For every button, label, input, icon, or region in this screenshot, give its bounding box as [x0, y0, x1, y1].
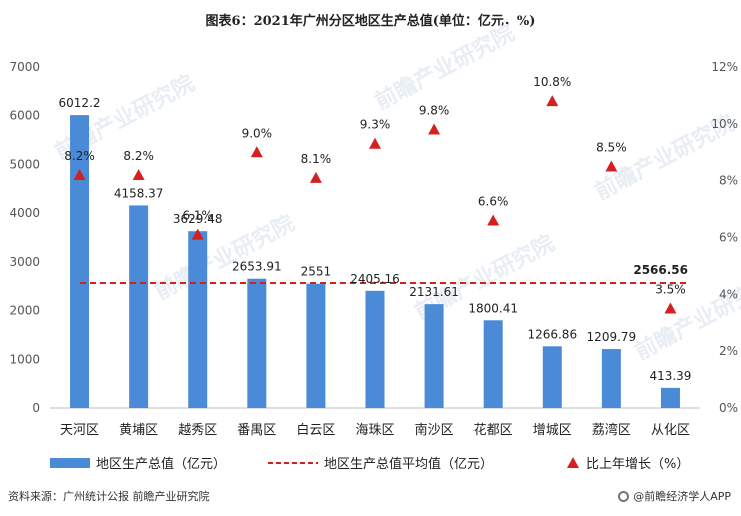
- bar-value-label: 2405.16: [350, 272, 400, 286]
- bar: [601, 349, 621, 408]
- legend-marker-swatch: [567, 457, 579, 468]
- source-note: 资料来源：广州统计公报 前瞻产业研究院: [8, 490, 210, 503]
- legend-bar-swatch: [50, 458, 90, 468]
- bar-value-label: 3629.48: [173, 212, 223, 226]
- growth-marker: [664, 302, 677, 314]
- growth-marker: [428, 123, 441, 135]
- axes: 0 1000 2000 3000 4000 5000 6000 7000 0% 2% 4% 6% 8% 1…: [9, 60, 738, 438]
- y-left-tick-label: 5000: [9, 157, 40, 171]
- growth-markers: [73, 95, 677, 314]
- growth-marker: [250, 146, 263, 158]
- chart-title: 图表6：2021年广州分区地区生产总值(单位：亿元，%): [205, 14, 536, 29]
- y-right-tick-label: 8%: [719, 174, 738, 188]
- y-left-tick-label: 1000: [9, 352, 40, 366]
- bar: [542, 346, 562, 408]
- bar-value-label: 1266.86: [527, 327, 577, 341]
- y-right-tick-label: 10%: [711, 117, 738, 131]
- y-right-tick-label: 6%: [719, 231, 738, 245]
- growth-value-label: 8.2%: [64, 149, 95, 163]
- legend: 地区生产总值（亿元） 地区生产总值平均值（亿元） 比上年增长（%）: [50, 456, 689, 472]
- bar: [247, 278, 267, 408]
- legend-marker-label: 比上年增长（%）: [586, 457, 689, 472]
- x-tick-label: 海珠区: [355, 423, 394, 438]
- legend-bar-label: 地区生产总值（亿元）: [96, 456, 226, 472]
- x-tick-label: 越秀区: [178, 423, 217, 438]
- legend-line-label: 地区生产总值平均值（亿元）: [324, 456, 493, 472]
- growth-value-label: 9.0%: [242, 126, 273, 140]
- y-right-tick-label: 4%: [719, 287, 738, 301]
- y-left-tick-label: 2000: [9, 304, 40, 318]
- bar: [188, 231, 208, 408]
- average-value-label: 2566.56: [633, 263, 688, 277]
- growth-marker: [132, 168, 145, 180]
- bar-value-label: 4158.37: [114, 186, 164, 200]
- growth-marker: [369, 137, 381, 149]
- growth-marker: [73, 168, 86, 180]
- brand-credit: @前瞻经济学人APP: [618, 488, 731, 504]
- growth-value-label: 6.1%: [182, 209, 213, 223]
- growth-marker: [191, 228, 204, 240]
- bar-value-label: 1800.41: [468, 301, 518, 315]
- y-right-tick-label: 12%: [711, 60, 738, 74]
- x-tick-label: 增城区: [533, 423, 572, 438]
- bar: [306, 283, 326, 408]
- bar: [365, 290, 385, 408]
- x-tick-label: 荔湾区: [592, 422, 631, 438]
- x-tick-label: 白云区: [296, 422, 335, 438]
- bar-value-label: 413.39: [649, 369, 691, 383]
- watermark-text: 前瞻产业研究院: [371, 20, 519, 115]
- bar-value-label: 1209.79: [587, 330, 637, 344]
- growth-marker: [487, 214, 500, 226]
- growth-value-label: 8.2%: [123, 149, 154, 163]
- data-labels: 6012.2 4158.37 3629.48 2653.91 2551 2405.16 21…: [59, 75, 692, 383]
- x-tick-label: 从化区: [651, 423, 690, 438]
- bar: [70, 115, 90, 409]
- y-right-tick-label: 0%: [719, 401, 738, 415]
- y-right-tick-label: 2%: [719, 344, 738, 358]
- bar: [129, 205, 149, 408]
- average-line: 2566.56: [80, 263, 690, 284]
- brand-label: @前瞻经济学人APP: [633, 490, 731, 503]
- bar: [483, 320, 503, 408]
- growth-value-label: 10.8%: [533, 75, 571, 89]
- bar-value-label: 6012.2: [59, 96, 101, 110]
- bar: [424, 304, 444, 408]
- x-tick-label: 南沙区: [415, 422, 454, 438]
- bar-value-label: 2653.91: [232, 260, 282, 274]
- bar-value-label: 2551: [301, 265, 332, 279]
- y-left-tick-label: 3000: [9, 255, 40, 269]
- x-tick-label: 黄埔区: [119, 423, 158, 438]
- y-left-tick-label: 4000: [9, 206, 40, 220]
- growth-value-label: 9.8%: [419, 104, 450, 118]
- bar: [660, 387, 680, 408]
- growth-value-label: 9.3%: [360, 118, 391, 132]
- x-tick-label: 天河区: [60, 423, 99, 438]
- growth-marker: [605, 160, 618, 172]
- y-left-tick-label: 0: [32, 401, 40, 415]
- growth-value-label: 8.1%: [301, 152, 332, 166]
- bars: [70, 115, 680, 409]
- growth-marker: [546, 95, 559, 107]
- growth-value-label: 8.5%: [596, 140, 627, 154]
- x-tick-label: 番禺区: [237, 423, 276, 438]
- growth-marker: [309, 171, 322, 183]
- x-tick-label: 花都区: [474, 422, 513, 438]
- brand-logo-icon: [618, 490, 630, 502]
- y-left-tick-label: 6000: [9, 109, 40, 123]
- bar-value-label: 2131.61: [409, 285, 459, 299]
- growth-value-label: 3.5%: [655, 283, 686, 297]
- y-left-tick-label: 7000: [9, 60, 40, 74]
- growth-value-label: 6.6%: [478, 194, 509, 208]
